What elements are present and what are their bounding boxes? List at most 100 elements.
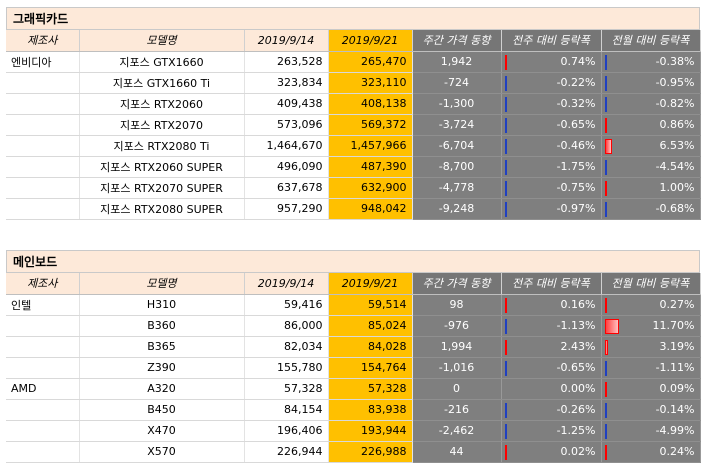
prev-price-cell: 1,464,670 (244, 135, 329, 157)
model-cell: 지포스 GTX1660 Ti (79, 72, 245, 94)
wow-cell: -1.25% (501, 420, 602, 442)
table-row: B450 84,154 83,938 -216 -0.26% -0.14% (6, 399, 701, 421)
model-cell: 지포스 RTX2060 (79, 93, 245, 115)
cur-price-cell: 193,944 (328, 420, 413, 442)
wow-cell: -0.32% (501, 93, 602, 115)
maker-cell (6, 177, 80, 199)
mom-databar (604, 138, 613, 154)
wow-value: 0.74% (560, 55, 596, 68)
wow-cell: -0.65% (501, 114, 602, 136)
wow-databar (504, 138, 507, 154)
mom-value: -1.11% (655, 361, 695, 374)
mainboard-section: 메인보드 제조사 모델명 2019/9/14 2019/9/21 주간 가격 동… (6, 250, 701, 463)
price-table: 제조사 모델명 2019/9/14 2019/9/21 주간 가격 동향 전주 … (6, 273, 701, 463)
header-row: 제조사 모델명 2019/9/14 2019/9/21 주간 가격 동향 전주 … (6, 30, 701, 52)
header-wow: 전주 대비 등락폭 (501, 30, 602, 52)
prev-price-cell: 573,096 (244, 114, 329, 136)
cur-price-cell: 84,028 (328, 336, 413, 358)
wow-cell: 0.02% (501, 441, 602, 463)
wow-value: -1.13% (556, 319, 596, 332)
weekly-change-cell: -9,248 (412, 198, 502, 220)
mom-databar (604, 180, 607, 196)
header-maker: 제조사 (6, 30, 80, 52)
mom-databar (604, 402, 607, 418)
table-row: X570 226,944 226,988 44 0.02% 0.24% (6, 441, 701, 463)
wow-cell: -0.75% (501, 177, 602, 199)
wow-databar (504, 117, 507, 133)
mom-value: 0.27% (659, 298, 695, 311)
mom-databar (604, 339, 609, 355)
wow-cell: -0.46% (501, 135, 602, 157)
mom-cell: 0.24% (601, 441, 701, 463)
header-mom: 전월 대비 등락폭 (601, 273, 701, 295)
maker-cell (6, 198, 80, 220)
mom-cell: -4.99% (601, 420, 701, 442)
header-model: 모델명 (79, 273, 245, 295)
wow-value: 0.02% (560, 445, 596, 458)
weekly-change-cell: -2,462 (412, 420, 502, 442)
table-row: AMD A320 57,328 57,328 0 0.00% 0.09% (6, 378, 701, 400)
mom-cell: 0.86% (601, 114, 701, 136)
mom-value: -0.68% (655, 202, 695, 215)
mom-cell: 6.53% (601, 135, 701, 157)
table-row: 지포스 RTX2060 409,438 408,138 -1,300 -0.32% -0.… (6, 93, 701, 115)
header-mom: 전월 대비 등락폭 (601, 30, 701, 52)
wow-databar (504, 96, 507, 112)
section-title: 메인보드 (6, 250, 700, 273)
prev-price-cell: 84,154 (244, 399, 329, 421)
maker-cell: 인텔 (6, 294, 80, 316)
mom-value: 0.09% (659, 382, 695, 395)
cur-price-cell: 1,457,966 (328, 135, 413, 157)
model-cell: 지포스 GTX1660 (79, 51, 245, 73)
header-weekly-change: 주간 가격 동향 (412, 30, 502, 52)
header-cur-date: 2019/9/21 (328, 30, 413, 52)
prev-price-cell: 409,438 (244, 93, 329, 115)
mom-value: -0.14% (655, 403, 695, 416)
mom-databar (604, 159, 607, 175)
cur-price-cell: 226,988 (328, 441, 413, 463)
prev-price-cell: 496,090 (244, 156, 329, 178)
wow-databar (504, 339, 508, 355)
wow-cell: 0.74% (501, 51, 602, 73)
mom-cell: -0.68% (601, 198, 701, 220)
model-cell: B360 (79, 315, 245, 337)
mom-value: 1.00% (659, 181, 695, 194)
mom-value: 11.70% (652, 319, 695, 332)
mom-value: 6.53% (659, 139, 695, 152)
wow-databar (504, 444, 507, 460)
mom-value: -0.82% (655, 97, 695, 110)
mom-value: 0.24% (659, 445, 695, 458)
model-cell: 지포스 RTX2080 Ti (79, 135, 245, 157)
price-table: 제조사 모델명 2019/9/14 2019/9/21 주간 가격 동향 전주 … (6, 30, 701, 220)
mom-databar (604, 360, 607, 376)
mom-databar (604, 117, 607, 133)
wow-value: -0.26% (556, 403, 596, 416)
wow-cell: 0.00% (501, 378, 602, 400)
maker-cell: 엔비디아 (6, 51, 80, 73)
mom-cell: -0.38% (601, 51, 701, 73)
model-cell: A320 (79, 378, 245, 400)
mom-cell: 1.00% (601, 177, 701, 199)
wow-value: -0.75% (556, 181, 596, 194)
wow-cell: 0.16% (501, 294, 602, 316)
maker-cell (6, 114, 80, 136)
table-row: X470 196,406 193,944 -2,462 -1.25% -4.99% (6, 420, 701, 442)
cur-price-cell: 59,514 (328, 294, 413, 316)
maker-cell: AMD (6, 378, 80, 400)
header-row: 제조사 모델명 2019/9/14 2019/9/21 주간 가격 동향 전주 … (6, 273, 701, 295)
prev-price-cell: 57,328 (244, 378, 329, 400)
wow-cell: -0.65% (501, 357, 602, 379)
mom-databar (604, 318, 619, 334)
weekly-change-cell: -1,300 (412, 93, 502, 115)
mom-value: -0.95% (655, 76, 695, 89)
model-cell: B365 (79, 336, 245, 358)
wow-value: -0.22% (556, 76, 596, 89)
cur-price-cell: 57,328 (328, 378, 413, 400)
mom-databar (604, 423, 607, 439)
model-cell: X470 (79, 420, 245, 442)
wow-databar (504, 297, 507, 313)
wow-value: 0.16% (560, 298, 596, 311)
table-row: 지포스 RTX2070 SUPER 637,678 632,900 -4,778 -0.… (6, 177, 701, 199)
model-cell: B450 (79, 399, 245, 421)
wow-value: -0.46% (556, 139, 596, 152)
